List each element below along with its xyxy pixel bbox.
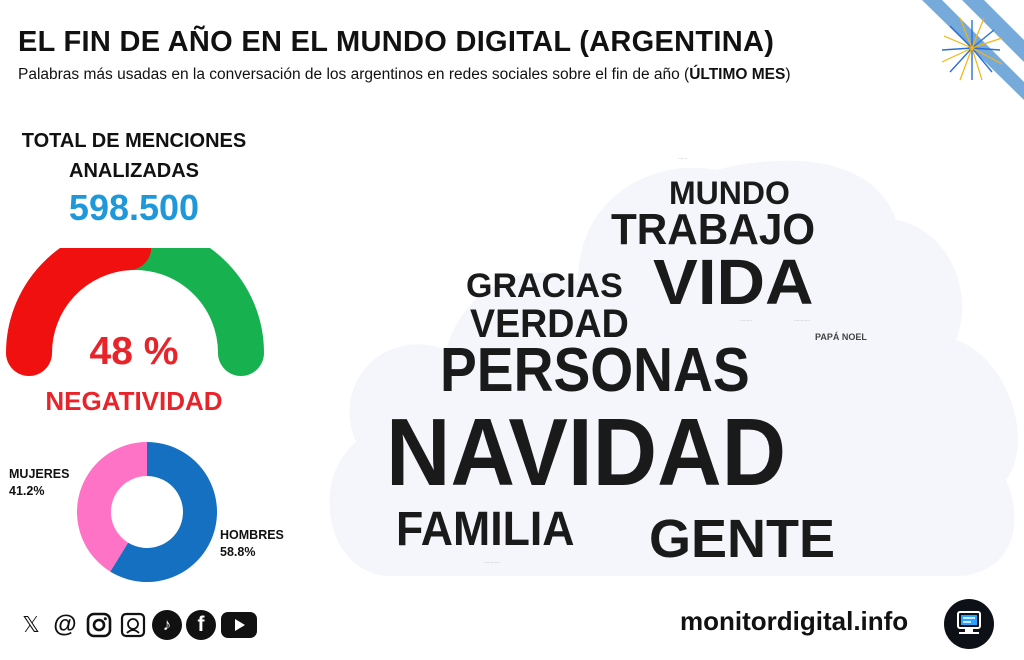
- cloud-word-gente: GENTE: [649, 509, 836, 569]
- cloud-word-familia: FAMILIA: [396, 503, 575, 556]
- argentina-flag-icon: [922, 0, 1024, 100]
- youtube-icon[interactable]: [220, 610, 258, 640]
- tiktok-icon[interactable]: ♪: [152, 610, 182, 640]
- monitor-logo-icon: [944, 599, 994, 649]
- facebook-icon[interactable]: f: [186, 610, 216, 640]
- cloud-word-pap-noel: PAPÁ NOEL: [815, 332, 867, 342]
- page-title: EL FIN DE AÑO EN EL MUNDO DIGITAL (ARGEN…: [18, 26, 775, 58]
- gauge-negative-arc: [6, 248, 152, 376]
- firework-icon: [941, 17, 1003, 81]
- negativity-percent: 48 %: [89, 330, 179, 373]
- gender-donut-chart: [77, 442, 217, 582]
- total-mentions-label: TOTAL DE MENCIONES ANALIZADAS: [0, 126, 268, 186]
- gauge-positive-arc: [105, 248, 264, 376]
- page-subtitle: Palabras más usadas en la conversación d…: [18, 66, 791, 84]
- minor-word: ·········: [740, 318, 752, 323]
- cloud-word-vida: VIDA: [653, 246, 814, 318]
- gallery-icon[interactable]: [118, 610, 148, 640]
- donut-women-slice: [77, 442, 147, 572]
- total-mentions-value: 598.500: [68, 187, 200, 228]
- total-mentions-label-line1: TOTAL DE MENCIONES: [21, 130, 247, 152]
- subtitle-text: Palabras más usadas en la conversación d…: [18, 66, 690, 83]
- cloud-shape: [329, 160, 1018, 576]
- threads-icon[interactable]: @: [53, 611, 77, 638]
- donut-men-slice: [110, 442, 217, 582]
- minor-word: ·······: [678, 156, 688, 161]
- minor-word: ············: [794, 318, 810, 323]
- x-icon[interactable]: 𝕏: [22, 612, 40, 637]
- subtitle-period: ÚLTIMO MES: [689, 66, 786, 83]
- men-label: HOMBRES: [220, 528, 284, 542]
- cloud-word-mundo: MUNDO: [669, 175, 790, 211]
- women-legend: MUJERES 41.2%: [9, 466, 69, 500]
- total-mentions-label-line2: ANALIZADAS: [69, 160, 199, 182]
- women-value: 41.2%: [9, 484, 45, 498]
- negativity-label: NEGATIVIDAD: [45, 386, 223, 416]
- site-url[interactable]: monitordigital.info: [680, 606, 909, 636]
- cloud-word-personas: PERSONAS: [440, 336, 750, 405]
- cloud-word-navidad: NAVIDAD: [386, 399, 787, 506]
- instagram-icon[interactable]: [84, 610, 114, 640]
- cloud-word-gracias: GRACIAS: [466, 267, 623, 305]
- negativity-gauge: [6, 248, 264, 376]
- cloud-word-verdad: VERDAD: [470, 302, 629, 346]
- minor-word: ············: [484, 560, 500, 565]
- women-label: MUJERES: [9, 467, 70, 481]
- subtitle-close: ): [785, 66, 791, 83]
- word-cloud: ······· ········· ············ ·········…: [316, 150, 1024, 580]
- cloud-word-trabajo: TRABAJO: [611, 205, 816, 254]
- social-icons: 𝕏 @ ♪ f: [16, 608, 258, 642]
- men-value: 58.8%: [220, 545, 256, 559]
- men-legend: HOMBRES 58.8%: [220, 527, 284, 561]
